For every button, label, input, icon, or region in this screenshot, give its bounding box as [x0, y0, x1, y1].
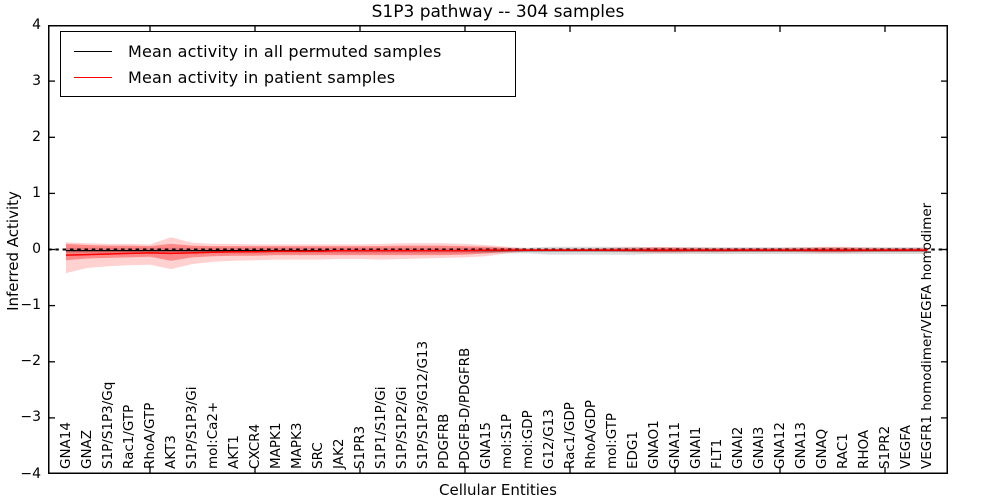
x-category-label: Rac1/GTP	[120, 404, 137, 469]
y-tick-label: −1	[20, 297, 41, 314]
patient-line-swatch-icon	[74, 76, 112, 78]
x-category-label: GNA14	[57, 422, 74, 469]
y-tick-label: 3	[32, 72, 41, 89]
x-category-label: JAK2	[330, 438, 347, 469]
patient-mean-line	[65, 249, 927, 256]
x-category-label: RhoA/GDP	[582, 400, 599, 469]
x-category-label: GNA11	[666, 422, 683, 469]
x-category-label: S1P/S1P3/G12/G13	[414, 340, 431, 469]
x-category-label: GNAI2	[729, 426, 746, 469]
x-category-label: GNAQ	[813, 428, 830, 469]
x-category-label: VEGFR1 homodimer/VEGFA homodimer	[918, 202, 935, 469]
x-category-label: GNAZ	[78, 429, 95, 469]
x-category-label: PDGFB-D/PDGFRB	[456, 347, 473, 469]
legend: Mean activity in all permuted samples Me…	[60, 31, 516, 97]
x-category-label: EDG1	[624, 431, 641, 469]
x-category-label: S1P/S1P3/Gi	[183, 386, 200, 470]
legend-entry-patient: Mean activity in patient samples	[74, 68, 505, 87]
x-category-label: S1PR2	[876, 425, 893, 469]
x-category-label: S1P/S1P3/Gq	[99, 381, 116, 469]
chart-title: S1P3 pathway -- 304 samples	[371, 2, 625, 22]
x-category-label: S1PR3	[351, 425, 368, 469]
patient-sample-range-inner	[66, 243, 927, 261]
x-category-label: MAPK3	[288, 422, 305, 469]
x-category-label: RhoA/GTP	[141, 402, 158, 469]
x-category-label: G12/G13	[540, 409, 557, 469]
y-tick-label: −4	[20, 465, 41, 482]
x-category-label: Rac1/GDP	[561, 402, 578, 469]
x-category-label: CXCR4	[246, 423, 263, 469]
x-category-label: mol:GTP	[603, 412, 620, 469]
x-category-label: AKT3	[162, 435, 179, 469]
y-tick-label: 4	[32, 16, 41, 33]
x-category-label: GNA12	[771, 422, 788, 469]
x-category-label: VEGFA	[897, 425, 914, 469]
x-category-label: S1P1/S1P/Gi	[372, 386, 389, 470]
x-axis-label: Cellular Entities	[439, 481, 557, 499]
y-tick-label: 1	[32, 184, 41, 201]
x-category-label: mol:S1P	[498, 413, 515, 469]
x-category-label: RAC1	[834, 433, 851, 469]
x-category-label: FLT1	[708, 438, 725, 469]
permuted-sample-range	[66, 246, 927, 255]
y-tick-label: −3	[20, 409, 41, 426]
x-category-label: GNAI1	[687, 426, 704, 469]
permuted-line-swatch-icon	[74, 50, 112, 52]
legend-label: Mean activity in patient samples	[128, 67, 396, 87]
patient-sample-range-outer	[66, 237, 927, 274]
x-category-label: PDGFRB	[435, 413, 452, 469]
x-category-label: RHOA	[855, 429, 872, 469]
x-category-label: mol:Ca2+	[204, 401, 221, 469]
x-category-label: GNAI3	[750, 426, 767, 469]
x-category-label: GNA13	[792, 422, 809, 469]
x-category-label: S1P/S1P2/Gi	[393, 386, 410, 470]
x-category-label: SRC	[309, 442, 326, 469]
x-category-label: GNA15	[477, 422, 494, 469]
x-category-label: GNAO1	[645, 420, 662, 469]
x-category-label: MAPK1	[267, 422, 284, 469]
x-category-label: mol:GDP	[519, 410, 536, 469]
legend-entry-permuted: Mean activity in all permuted samples	[74, 42, 505, 61]
y-tick-label: 0	[32, 241, 41, 257]
y-tick-label: −2	[20, 353, 41, 370]
y-tick-label: 2	[32, 128, 41, 145]
legend-label: Mean activity in all permuted samples	[128, 41, 442, 61]
x-category-label: AKT1	[225, 435, 242, 469]
